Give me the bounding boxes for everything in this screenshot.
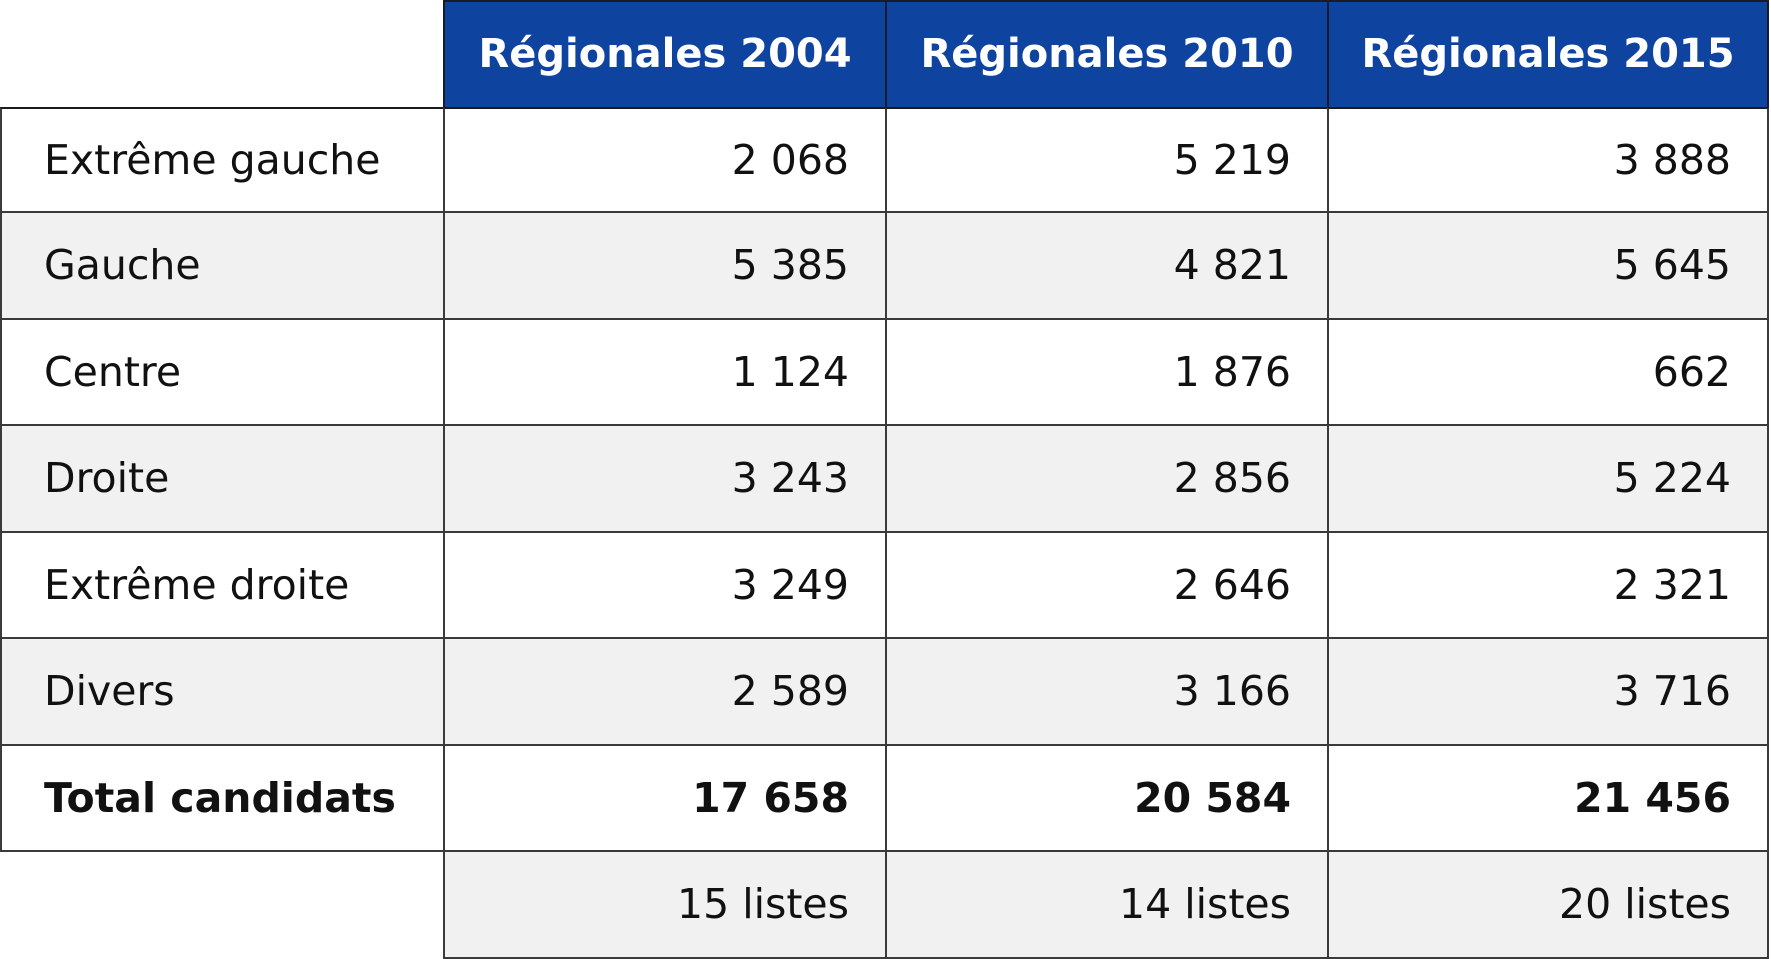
- table-row: Extrême gauche 2 068 5 219 3 888: [0, 106, 1769, 213]
- total-value: 17 658: [443, 745, 885, 852]
- row-label: Divers: [0, 639, 443, 746]
- total-value: 20 584: [885, 745, 1327, 852]
- table-row: Gauche 5 385 4 821 5 645: [0, 213, 1769, 320]
- cell-value: 662: [1327, 319, 1769, 426]
- cell-value: 4 821: [885, 213, 1327, 320]
- table-row: Extrême droite 3 249 2 646 2 321: [0, 532, 1769, 639]
- cell-value: 5 645: [1327, 213, 1769, 320]
- cell-value: 2 068: [443, 106, 885, 213]
- lists-count: 20 listes: [1327, 852, 1769, 959]
- total-value: 21 456: [1327, 745, 1769, 852]
- row-label: Centre: [0, 319, 443, 426]
- lists-count-row: 15 listes 14 listes 20 listes: [0, 852, 1769, 959]
- cell-value: 3 166: [885, 639, 1327, 746]
- cell-value: 2 646: [885, 532, 1327, 639]
- total-row: Total candidats 17 658 20 584 21 456: [0, 745, 1769, 852]
- cell-value: 2 321: [1327, 532, 1769, 639]
- lists-count: 15 listes: [443, 852, 885, 959]
- row-label: Extrême gauche: [0, 106, 443, 213]
- footer-empty-cell: [0, 852, 443, 959]
- table-row: Droite 3 243 2 856 5 224: [0, 426, 1769, 533]
- cell-value: 1 876: [885, 319, 1327, 426]
- cell-value: 3 716: [1327, 639, 1769, 746]
- lists-count: 14 listes: [885, 852, 1327, 959]
- total-label: Total candidats: [0, 745, 443, 852]
- cell-value: 2 856: [885, 426, 1327, 533]
- column-header-2010: Régionales 2010: [885, 0, 1327, 107]
- column-header-2015: Régionales 2015: [1327, 0, 1769, 107]
- cell-value: 3 243: [443, 426, 885, 533]
- cell-value: 2 589: [443, 639, 885, 746]
- cell-value: 5 224: [1327, 426, 1769, 533]
- table-row: Divers 2 589 3 166 3 716: [0, 639, 1769, 746]
- cell-value: 3 249: [443, 532, 885, 639]
- cell-value: 5 385: [443, 213, 885, 320]
- cell-value: 3 888: [1327, 106, 1769, 213]
- cell-value: 1 124: [443, 319, 885, 426]
- row-label: Droite: [0, 426, 443, 533]
- header-row: Régionales 2004 Régionales 2010 Régional…: [0, 0, 1769, 107]
- row-label: Extrême droite: [0, 532, 443, 639]
- cell-value: 5 219: [885, 106, 1327, 213]
- row-label: Gauche: [0, 213, 443, 320]
- header-empty-cell: [0, 0, 443, 107]
- column-header-2004: Régionales 2004: [443, 0, 885, 107]
- table-row: Centre 1 124 1 876 662: [0, 319, 1769, 426]
